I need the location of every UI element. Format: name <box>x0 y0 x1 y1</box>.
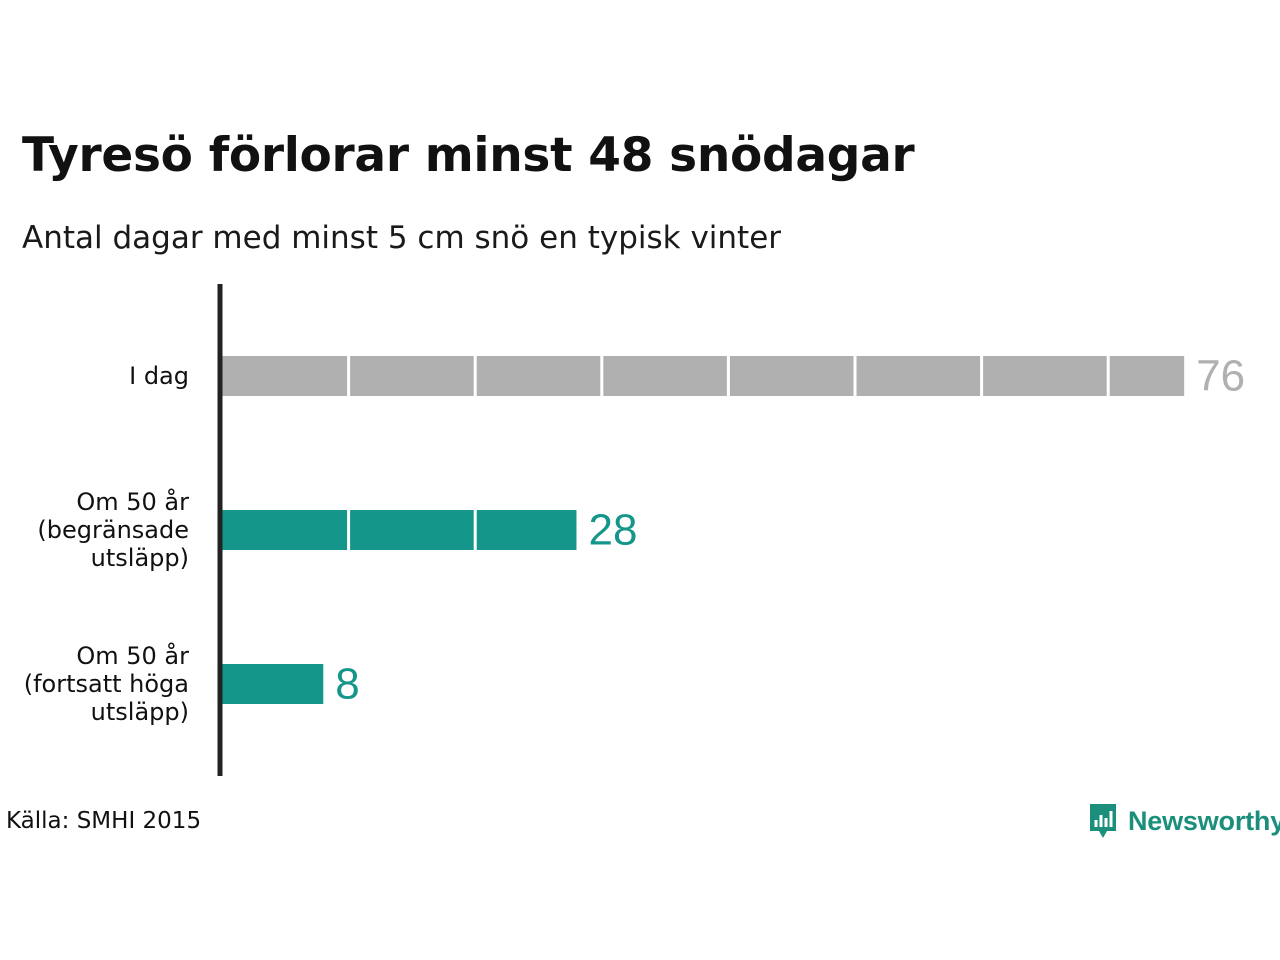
bar-1-segment-divider <box>473 510 477 550</box>
bar-0 <box>222 356 1185 396</box>
value-label-0: 76 <box>1196 352 1245 401</box>
bar-0-segment-divider <box>853 356 857 396</box>
source-note: Källa: SMHI 2015 <box>6 808 202 834</box>
brand-logo: Newsworthy <box>1088 802 1280 840</box>
bar-1 <box>222 510 577 550</box>
category-label-1: Om 50 år (begränsade utsläpp) <box>37 487 189 572</box>
bar-2 <box>222 664 324 704</box>
category-label-1-line-2: utsläpp) <box>91 544 189 572</box>
brand-name: Newsworthy <box>1128 805 1280 836</box>
category-label-2-line-0: Om 50 år <box>76 641 189 670</box>
bar-0-segment-divider <box>473 356 477 396</box>
category-label-2-line-2: utsläpp) <box>91 698 189 726</box>
chart-title: Tyresö förlorar minst 48 snödagar <box>22 128 915 183</box>
category-label-1-line-0: Om 50 år <box>76 487 189 516</box>
bar-0-segment-divider <box>726 356 730 396</box>
category-label-1-line-1: (begränsade <box>37 516 189 544</box>
bar-0-segment-divider <box>980 356 984 396</box>
bar-0-segment-divider <box>600 356 604 396</box>
value-label-1: 28 <box>588 506 637 555</box>
bar-1-segment-divider <box>347 510 351 550</box>
newsworthy-logo-icon <box>1090 804 1116 838</box>
value-label-2: 8 <box>335 660 359 709</box>
bar-0-segment-divider <box>1106 356 1110 396</box>
chart-subtitle: Antal dagar med minst 5 cm snö en typisk… <box>22 220 782 256</box>
category-label-0-line-0: I dag <box>129 362 189 390</box>
category-label-2: Om 50 år (fortsatt höga utsläpp) <box>24 641 189 726</box>
category-label-0: I dag <box>129 362 189 390</box>
category-label-2-line-1: (fortsatt höga <box>24 670 189 698</box>
bars-layer <box>222 356 1185 704</box>
bar-0-segment-divider <box>347 356 351 396</box>
